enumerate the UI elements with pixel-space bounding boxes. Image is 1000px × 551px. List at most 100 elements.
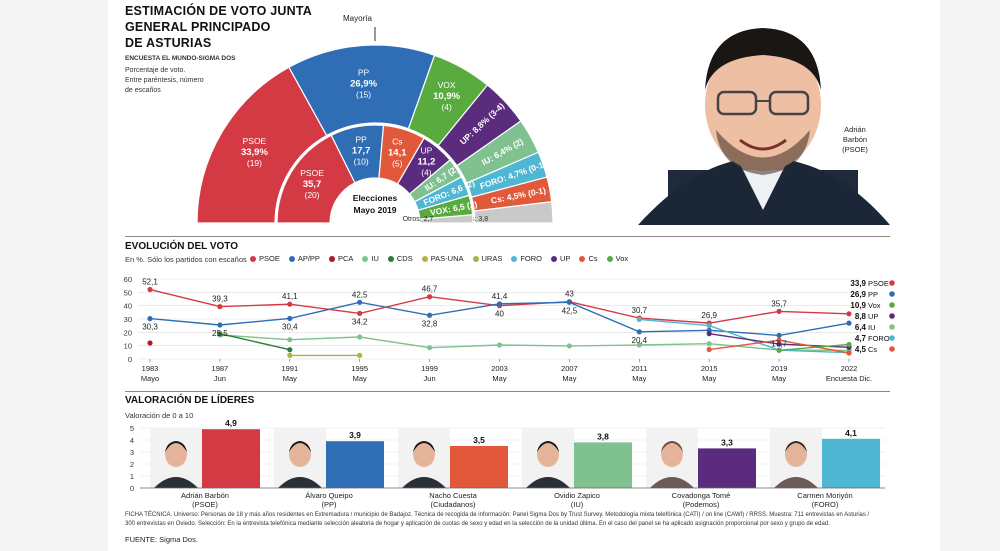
y-tick-label: 30: [124, 315, 132, 324]
end-value-label: 4,7: [855, 334, 867, 343]
end-marker: [889, 280, 895, 286]
evolution-subtitle: En %. Sólo los partidos con escaños: [125, 255, 247, 264]
legend-swatch: [328, 255, 335, 262]
data-label: 25,5: [212, 329, 228, 338]
evolution-legend: PSOE AP/PP PCA IU CDS PAS-UNA URAS FORO UP Cs Vox: [250, 254, 628, 263]
y-tick-label: 0: [130, 484, 134, 493]
hemicycle-label-vox: VOX: [438, 80, 456, 90]
portrait-face: [537, 441, 559, 467]
x-tick-label: 1995: [351, 364, 368, 373]
note-line: Entre paréntesis, número: [125, 77, 204, 84]
data-label: 52,1: [142, 278, 158, 287]
legend-item: URAS: [472, 254, 503, 263]
portrait-hair: [165, 441, 187, 452]
series-line-ap/pp: [149, 301, 850, 337]
data-label: 41,1: [282, 292, 298, 301]
legend-item: PAS-UNA: [421, 254, 464, 263]
series-line-vox: [779, 343, 850, 352]
divider: [125, 236, 890, 237]
series-point-vox: [846, 341, 852, 348]
legend-label: PSOE: [259, 254, 280, 263]
x-tick-label: Mayo: [141, 374, 159, 383]
legend-swatch: [579, 255, 586, 262]
y-tick-label: 60: [124, 275, 132, 284]
leader-portrait: [522, 428, 574, 488]
x-tick-label: May: [353, 374, 367, 383]
hemicycle-label-psoe: PSOE: [243, 136, 267, 146]
leader-name: Nacho Cuesta: [429, 491, 477, 500]
end-party-label: UP: [868, 312, 878, 321]
bar-value-label: 3,5: [473, 435, 485, 445]
legend-item: PSOE: [250, 254, 280, 263]
glasses-left: [716, 90, 758, 116]
center-label: Elecciones: [353, 193, 398, 203]
bar-value-label: 4,9: [225, 418, 237, 428]
legend-swatch: [472, 255, 479, 262]
series-point-psoe: [147, 286, 153, 293]
x-tick-label: Encuesta Dic.: [826, 374, 872, 383]
end-marker: [889, 335, 895, 341]
series-point-vox: [776, 347, 782, 353]
leader-name: Adrián Barbón: [181, 491, 229, 500]
end-value-label: 6,4: [855, 323, 867, 332]
portrait-body: [650, 477, 694, 488]
data-label: 46,7: [422, 285, 438, 294]
end-marker: [889, 291, 895, 297]
end-value-label: 4,5: [855, 345, 867, 354]
legend-label: PAS-UNA: [430, 254, 464, 263]
rating-bar: [202, 429, 260, 488]
face-shape: [705, 39, 821, 171]
footer-source: FUENTE: Sigma Dos.: [125, 535, 198, 544]
end-party-label: Cs: [868, 345, 877, 354]
hemicycle-label-psoe: PSOE: [300, 168, 324, 178]
leader-party: (PP): [322, 500, 338, 509]
beard-shape: [716, 130, 810, 175]
leader-portrait: [646, 428, 698, 488]
x-tick-label: May: [562, 374, 576, 383]
legend-label: IU: [371, 254, 379, 263]
series-point-cds: [217, 331, 223, 337]
legend-item: Cs: [579, 254, 598, 263]
hair-shape: [705, 28, 821, 90]
leader-name: Covadonga Tomé: [672, 491, 731, 500]
portrait-face: [661, 441, 683, 467]
end-marker: [889, 302, 895, 308]
legend-label: URAS: [481, 254, 503, 263]
series-line-cds: [219, 332, 290, 351]
data-label: 34,2: [352, 317, 368, 326]
leader-portrait: [770, 428, 822, 488]
legend-item: FORO: [511, 254, 542, 263]
x-tick-label: 1983: [142, 364, 159, 373]
series-line-cs: [709, 339, 850, 354]
legend-item: Vox: [606, 254, 628, 263]
x-tick-label: May: [702, 374, 716, 383]
legend-swatch: [387, 255, 394, 262]
y-tick-label: 3: [130, 448, 134, 457]
divider: [125, 391, 890, 392]
page-margin-right: [940, 0, 1000, 551]
rating-bar: [326, 441, 384, 488]
end-party-label: Vox: [868, 301, 881, 310]
end-value-label: 26,9: [850, 290, 866, 299]
hemicycle-slice-psoe: [276, 134, 356, 224]
x-tick-label: 2003: [491, 364, 508, 373]
legend-label: Cs: [588, 254, 598, 263]
evolution-title: EVOLUCIÓN DEL VOTO: [125, 241, 238, 252]
legend-item: UP: [551, 254, 570, 263]
data-label: 41,4: [492, 292, 508, 301]
data-label: 26,9: [701, 311, 717, 320]
rating-bar: [574, 442, 632, 488]
hemicycle-label-psoe: (20): [305, 190, 320, 200]
legend-label: CDS: [396, 254, 413, 263]
hemicycle-label-up: 11,2: [417, 157, 435, 168]
rating-bar: [450, 446, 508, 488]
series-line-iu: [219, 334, 850, 352]
data-label: 30,4: [282, 322, 298, 331]
end-party-label: PP: [868, 290, 878, 299]
x-tick-label: 1991: [281, 364, 298, 373]
hemicycle-label-cs: (5): [392, 158, 403, 168]
series-point-psoe: [846, 311, 852, 317]
note-line: de escaños: [125, 87, 161, 94]
legend-label: AP/PP: [297, 254, 320, 263]
